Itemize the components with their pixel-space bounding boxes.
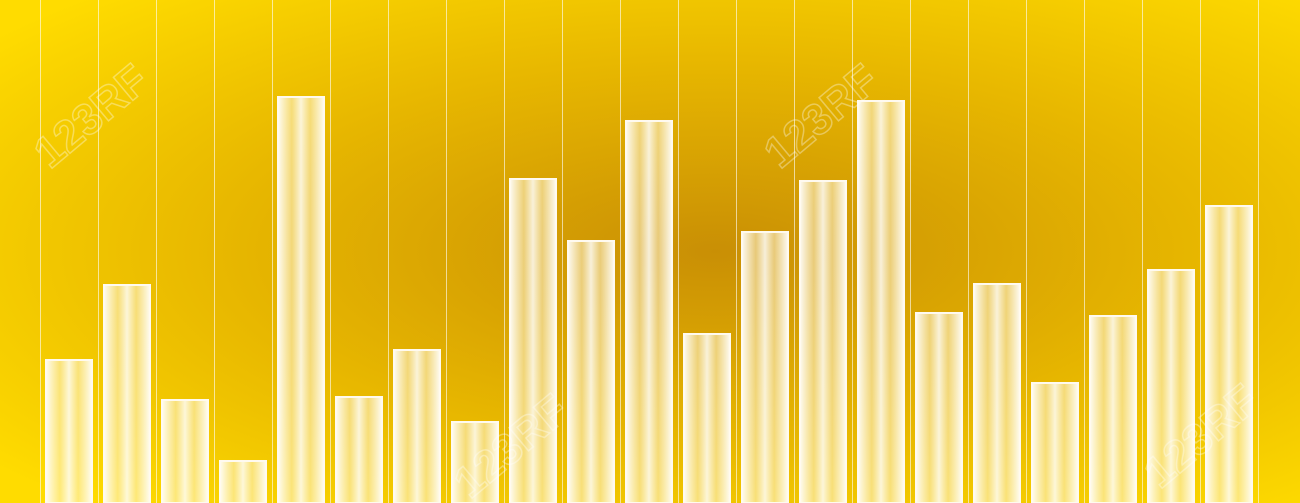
bar [1205, 205, 1253, 503]
bar [277, 96, 325, 503]
bar [567, 240, 615, 503]
bar [799, 180, 847, 503]
bar [161, 399, 209, 503]
bar [1089, 315, 1137, 503]
bar [219, 460, 267, 503]
bar [625, 120, 673, 503]
bar [857, 100, 905, 503]
bar [451, 421, 499, 503]
bar [741, 231, 789, 503]
bar [103, 284, 151, 503]
bar [683, 333, 731, 503]
bar [1031, 382, 1079, 503]
bar [1147, 269, 1195, 503]
bar [509, 178, 557, 503]
background-lines [0, 0, 1259, 503]
bar [335, 396, 383, 503]
bar [973, 283, 1021, 503]
bar [393, 349, 441, 503]
bar [45, 359, 93, 503]
bar [915, 312, 963, 503]
